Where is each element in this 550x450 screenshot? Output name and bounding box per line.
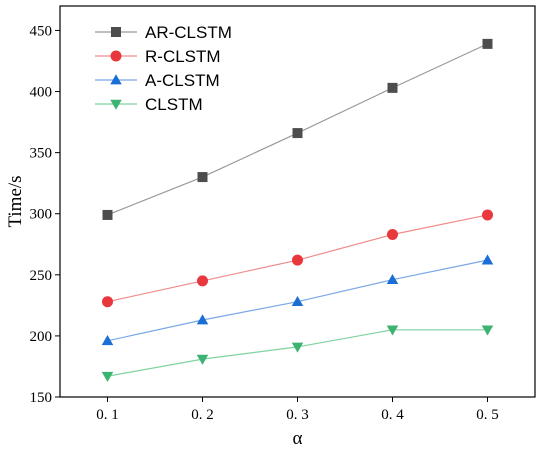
data-point-r-clstm	[102, 296, 113, 308]
x-tick-label: 0. 5	[476, 407, 499, 423]
x-tick-label: 0. 1	[96, 407, 119, 423]
data-point-r-clstm	[197, 275, 208, 287]
x-tick-label: 0. 2	[191, 407, 214, 423]
y-tick-label: 350	[30, 146, 53, 162]
x-tick-label: 0. 4	[381, 407, 404, 423]
y-tick-label: 200	[30, 329, 53, 345]
axis-ticks: 150 200 250 300 350 400 450 0. 1 0. 2 0. 3 0. 4 0. …	[30, 23, 499, 423]
legend-label-clstm: CLSTM	[145, 95, 203, 114]
legend-marker-ar-clstm	[111, 27, 121, 37]
data-point-clstm	[101, 371, 114, 382]
data-point-a-clstm	[196, 314, 209, 325]
x-axis-title: α	[293, 428, 303, 449]
data-point-ar-clstm	[197, 172, 208, 183]
data-point-clstm	[386, 325, 399, 336]
data-point-ar-clstm	[387, 82, 398, 93]
y-tick-label: 450	[30, 23, 53, 39]
data-point-r-clstm	[292, 254, 303, 266]
data-point-ar-clstm	[482, 38, 493, 49]
legend-marker-a-clstm	[110, 74, 122, 85]
x-tick-label: 0. 3	[286, 407, 309, 423]
series-layer	[101, 38, 494, 382]
legend-label-ar-clstm: AR-CLSTM	[145, 23, 232, 42]
series-line-clstm	[107, 329, 488, 377]
data-point-a-clstm	[101, 335, 114, 346]
data-point-ar-clstm	[102, 209, 113, 220]
data-point-r-clstm	[387, 228, 398, 240]
data-point-a-clstm	[386, 273, 399, 285]
legend-label-a-clstm: A-CLSTM	[145, 71, 220, 90]
legend: AR-CLSTM R-CLSTM A-CLSTM CLSTM	[95, 23, 232, 114]
data-point-r-clstm	[482, 209, 493, 221]
y-tick-label: 400	[30, 85, 53, 101]
data-point-a-clstm	[291, 295, 304, 307]
data-point-ar-clstm	[292, 128, 303, 139]
y-tick-label: 250	[30, 268, 53, 284]
plot-frame	[59, 5, 536, 398]
legend-label-r-clstm: R-CLSTM	[145, 47, 221, 66]
legend-marker-r-clstm	[110, 50, 122, 62]
y-tick-label: 300	[30, 207, 53, 223]
data-point-clstm	[196, 354, 209, 365]
plot-axes	[59, 5, 536, 398]
y-axis-title: Time/s	[5, 175, 26, 227]
data-point-clstm	[291, 342, 304, 353]
legend-marker-clstm	[110, 99, 122, 110]
data-point-a-clstm	[481, 254, 494, 265]
data-point-clstm	[481, 325, 494, 336]
y-tick-label: 150	[30, 390, 53, 406]
